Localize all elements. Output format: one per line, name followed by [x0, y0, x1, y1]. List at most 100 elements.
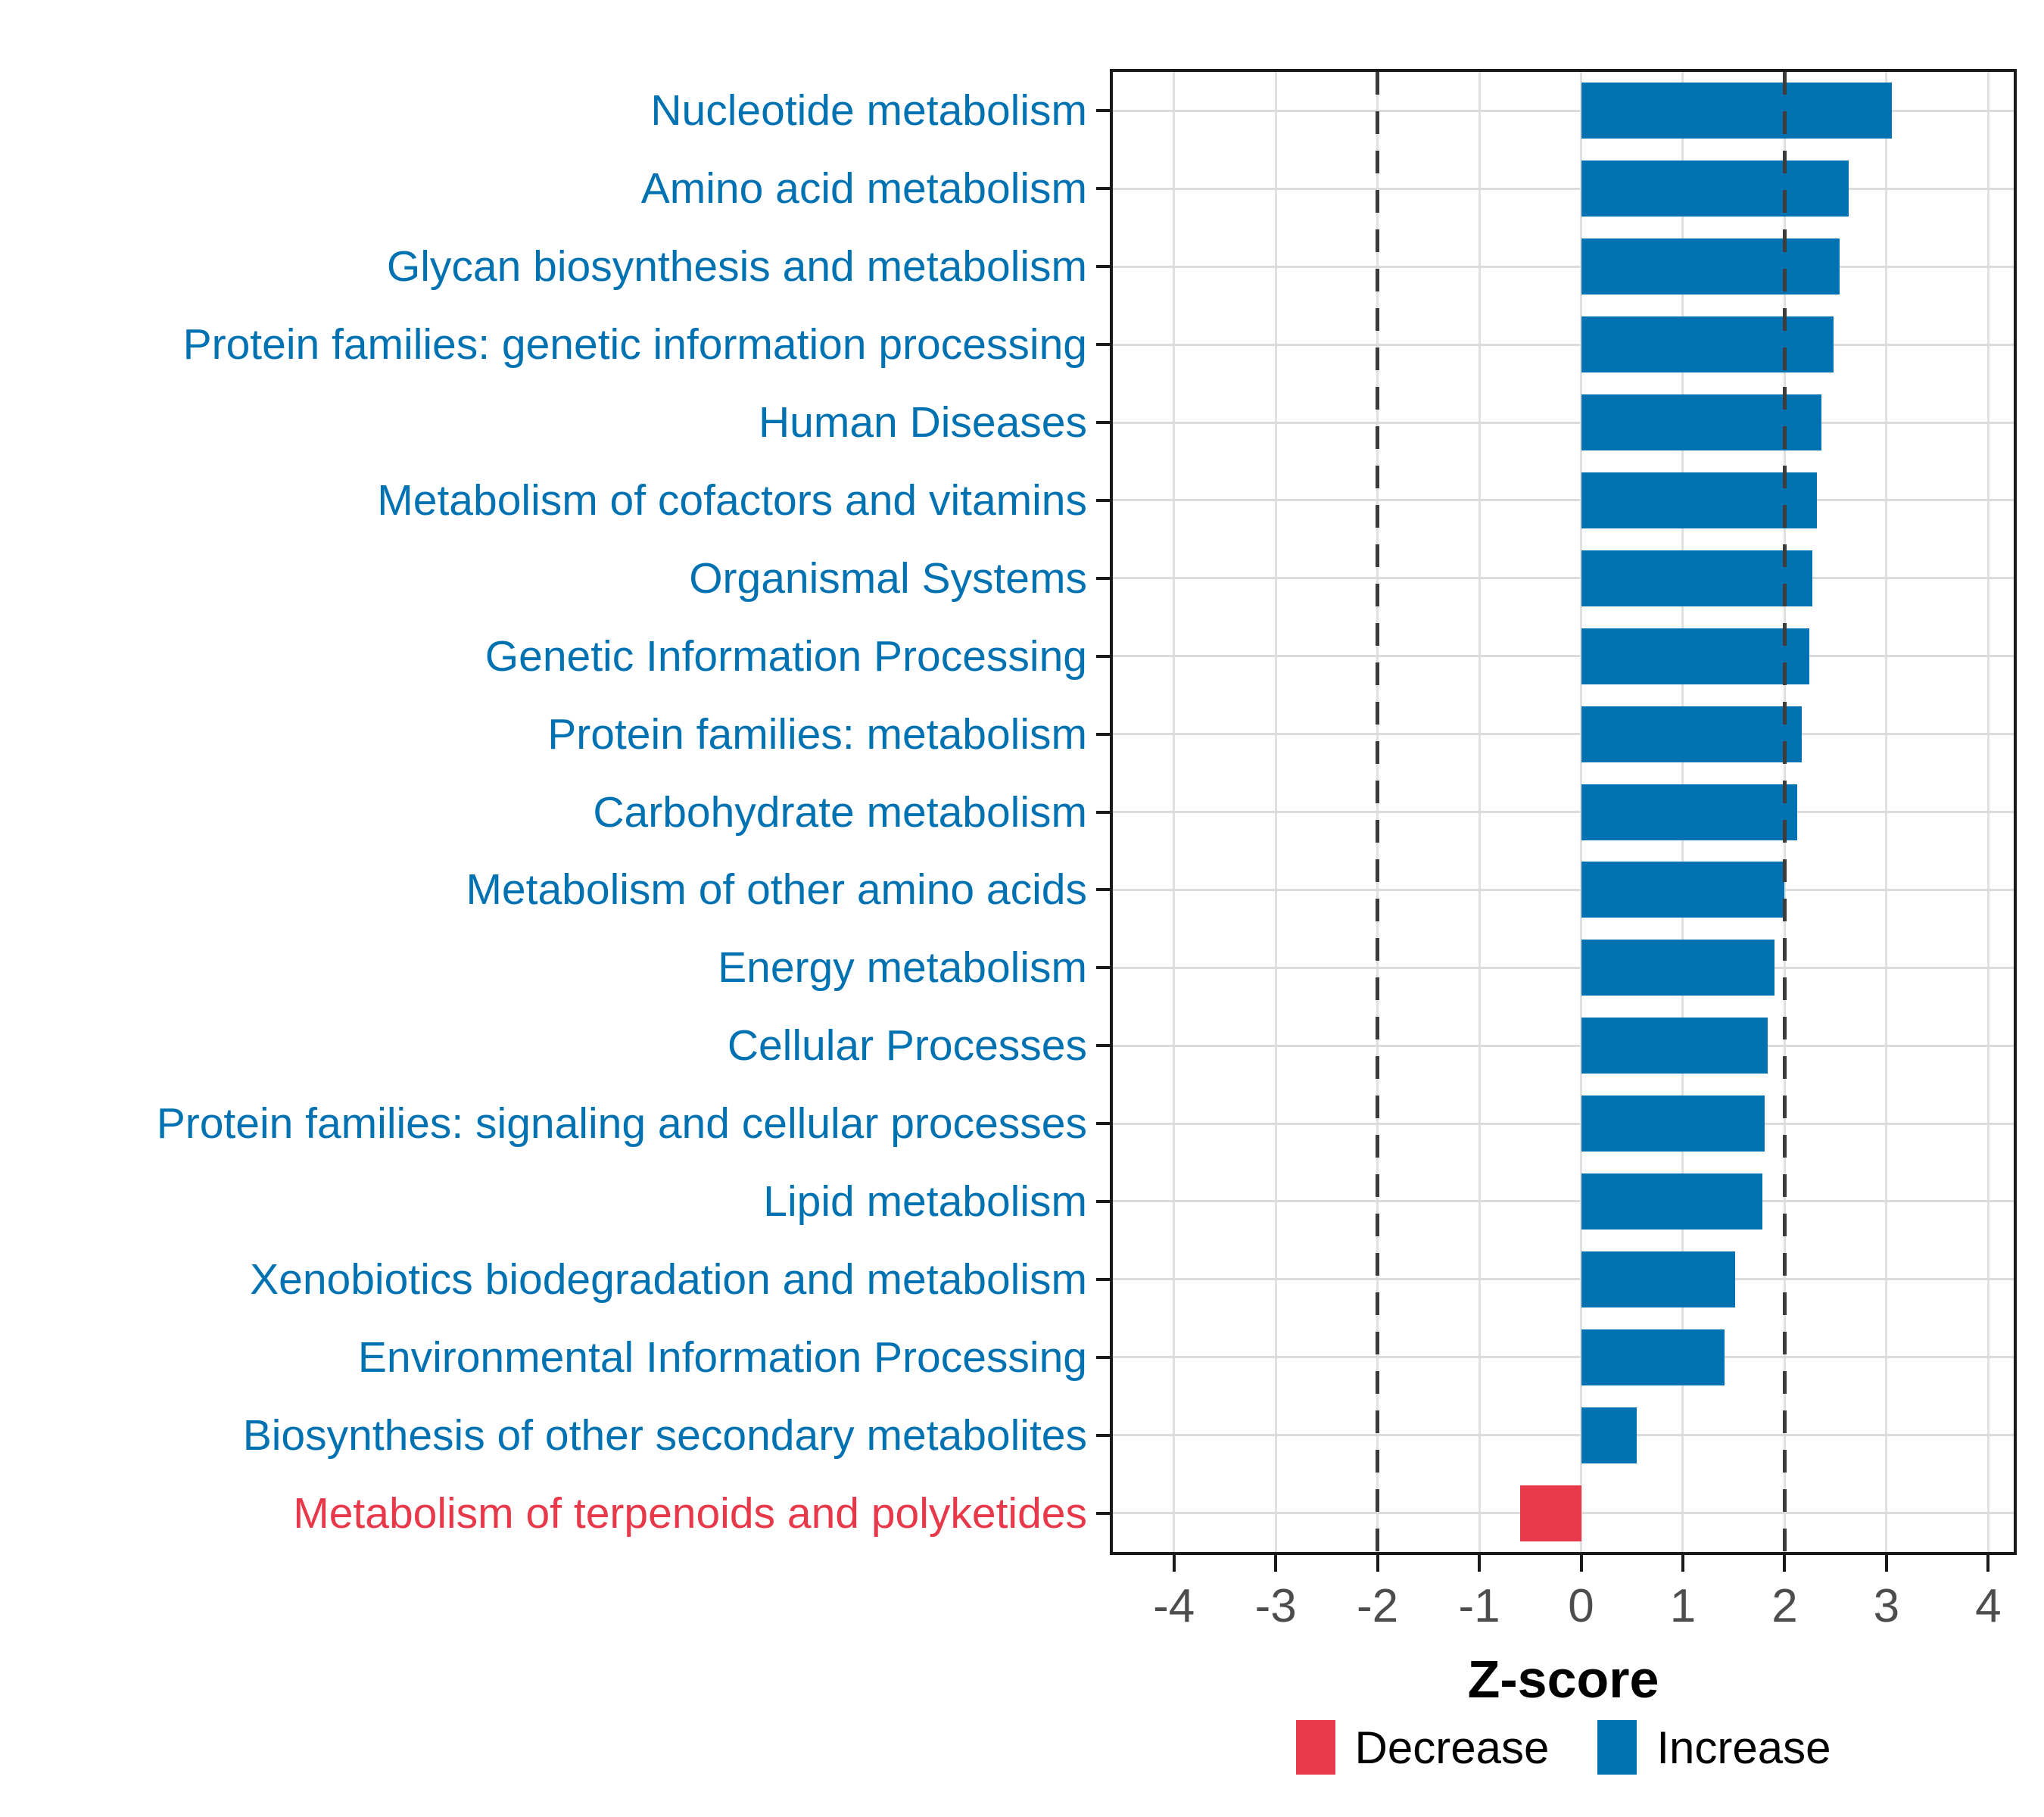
- bar: [1581, 394, 1821, 451]
- gridline-horizontal: [1113, 421, 2014, 424]
- y-axis-tick: [1096, 1199, 1113, 1203]
- gridline-horizontal: [1113, 811, 2014, 813]
- x-axis-tick: [1986, 1555, 1990, 1572]
- y-axis-tick: [1096, 966, 1113, 970]
- bar: [1581, 784, 1797, 840]
- x-axis-tick: [1376, 1555, 1379, 1572]
- y-axis-tick: [1096, 1511, 1113, 1515]
- bar: [1581, 238, 1840, 295]
- legend-entry-decrease: Decrease: [1295, 1720, 1550, 1775]
- gridline-horizontal: [1113, 1200, 2014, 1203]
- bar: [1581, 472, 1818, 528]
- x-axis-tick: [1172, 1555, 1176, 1572]
- category-label: Biosynthesis of other secondary metaboli…: [242, 1410, 1087, 1460]
- bar: [1581, 940, 1774, 996]
- x-tick-label: 4: [1975, 1580, 2002, 1632]
- y-axis-tick: [1096, 498, 1113, 502]
- category-label: Protein families: signaling and cellular…: [156, 1099, 1087, 1148]
- category-label: Protein families: genetic information pr…: [182, 320, 1087, 369]
- legend-label: Increase: [1656, 1722, 1831, 1773]
- x-axis-tick: [1681, 1555, 1684, 1572]
- gridline-horizontal: [1113, 499, 2014, 502]
- y-axis-tick: [1096, 187, 1113, 191]
- y-axis-tick: [1096, 732, 1113, 736]
- category-label: Lipid metabolism: [763, 1177, 1087, 1226]
- category-label: Organismal Systems: [689, 553, 1087, 603]
- y-axis-tick: [1096, 265, 1113, 269]
- bar: [1581, 1329, 1725, 1385]
- x-axis-title: Z-score: [1467, 1650, 1659, 1709]
- legend: Decrease Increase: [1113, 1720, 2014, 1775]
- y-axis-tick: [1096, 1277, 1113, 1281]
- category-label: Amino acid metabolism: [640, 164, 1087, 213]
- threshold-line: [1782, 72, 1787, 1552]
- x-axis-tick: [1884, 1555, 1888, 1572]
- category-label: Metabolism of cofactors and vitamins: [377, 475, 1087, 525]
- category-label: Metabolism of terpenoids and polyketides: [293, 1488, 1087, 1538]
- legend-entry-increase: Increase: [1597, 1720, 1831, 1775]
- y-axis-tick: [1096, 1122, 1113, 1126]
- plot-panel: [1110, 69, 2017, 1555]
- bar: [1581, 161, 1849, 217]
- gridline-horizontal: [1113, 1044, 2014, 1047]
- category-label: Carbohydrate metabolism: [593, 787, 1087, 837]
- bar: [1581, 1173, 1762, 1230]
- y-axis-tick: [1096, 654, 1113, 658]
- bar: [1581, 550, 1812, 606]
- category-label: Protein families: metabolism: [547, 709, 1087, 759]
- x-axis-tick: [1579, 1555, 1583, 1572]
- y-axis-tick: [1096, 343, 1113, 347]
- gridline-horizontal: [1113, 109, 2014, 112]
- gridline-horizontal: [1113, 1122, 2014, 1125]
- category-labels: Nucleotide metabolism Amino acid metaboli…: [0, 72, 1087, 1552]
- category-label: Genetic Information Processing: [485, 631, 1087, 681]
- y-axis-tick: [1096, 1355, 1113, 1359]
- bar: [1581, 628, 1809, 684]
- category-label: Energy metabolism: [718, 943, 1087, 993]
- threshold-line: [1376, 72, 1380, 1552]
- gridline-horizontal: [1113, 1278, 2014, 1281]
- x-axis-tick: [1478, 1555, 1482, 1572]
- y-axis-tick: [1096, 1433, 1113, 1437]
- y-axis-tick: [1096, 810, 1113, 814]
- gridline-horizontal: [1113, 966, 2014, 969]
- x-tick-label: 1: [1669, 1580, 1697, 1632]
- x-tick-label: -1: [1458, 1580, 1500, 1632]
- x-tick-label: 0: [1568, 1580, 1594, 1632]
- category-label: Glycan biosynthesis and metabolism: [386, 242, 1087, 291]
- bar: [1581, 1018, 1768, 1074]
- bar: [1581, 83, 1892, 139]
- y-axis-tick: [1096, 576, 1113, 580]
- gridline-horizontal: [1113, 187, 2014, 190]
- x-tick-label: 3: [1873, 1580, 1900, 1632]
- gridline-horizontal: [1113, 1356, 2014, 1359]
- y-axis-tick: [1096, 888, 1113, 892]
- x-tick-label: -4: [1153, 1580, 1195, 1632]
- bar: [1519, 1485, 1581, 1541]
- bar: [1581, 1251, 1735, 1307]
- gridline-horizontal: [1113, 343, 2014, 346]
- gridline-horizontal: [1113, 265, 2014, 268]
- x-axis-tick: [1783, 1555, 1787, 1572]
- bar: [1581, 862, 1785, 918]
- bar: [1581, 1407, 1637, 1463]
- bar: [1581, 316, 1834, 373]
- bar: [1581, 1095, 1765, 1152]
- x-axis-tick: [1274, 1555, 1278, 1572]
- category-label: Nucleotide metabolism: [650, 86, 1087, 136]
- x-tick-label: 2: [1771, 1580, 1798, 1632]
- gridline-horizontal: [1113, 888, 2014, 891]
- x-tick-label: -3: [1254, 1580, 1297, 1632]
- x-tick-label: -2: [1357, 1580, 1399, 1632]
- legend-swatch-increase: [1597, 1720, 1637, 1775]
- gridline-horizontal: [1113, 577, 2014, 580]
- category-label: Human Diseases: [758, 398, 1087, 447]
- legend-label: Decrease: [1354, 1722, 1550, 1773]
- y-axis-tick: [1096, 109, 1113, 113]
- y-axis-tick: [1096, 1044, 1113, 1048]
- bar: [1581, 706, 1803, 762]
- category-label: Cellular Processes: [727, 1021, 1087, 1071]
- legend-swatch-decrease: [1295, 1720, 1335, 1775]
- gridline-horizontal: [1113, 1434, 2014, 1437]
